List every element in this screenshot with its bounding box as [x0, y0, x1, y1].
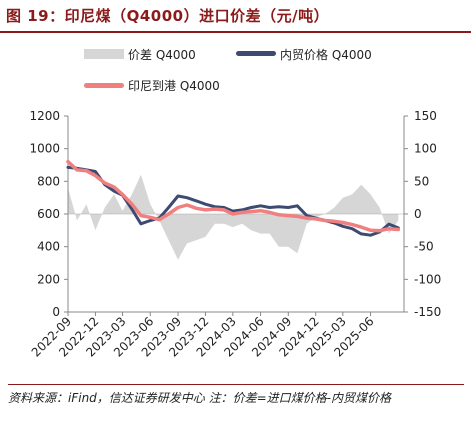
line-indonesia-arrival: [66, 159, 401, 233]
y-right-tick-label: 50: [414, 174, 429, 188]
diff-area: [68, 174, 399, 260]
legend-label-domestic: 内贸价格 Q4000: [280, 48, 372, 62]
y-left-tick-label: 0: [52, 305, 60, 319]
y-left-tick-label: 800: [37, 174, 60, 188]
y-left-tick-label: 1000: [29, 142, 60, 156]
y-right-tick-label: 150: [414, 109, 437, 123]
legend-swatch-indo: [84, 83, 124, 88]
y-right-tick-label: 0: [414, 207, 422, 221]
axes-layer: 0 200 400 600 800 1000 1200 -150 -100 -50 0 50 100 15…: [29, 109, 441, 360]
series-lines-layer: [66, 159, 401, 237]
y-right-tick-label: -100: [414, 272, 441, 286]
diff-area-layer: [68, 174, 399, 260]
legend-swatch-diff: [84, 49, 124, 59]
y-right-tick-label: 100: [414, 142, 437, 156]
y-left-tick-label: 200: [37, 272, 60, 286]
y-right-tick-label: -50: [414, 240, 434, 254]
y-left-tick-label: 1200: [29, 109, 60, 123]
chart-plot: 0 200 400 600 800 1000 1200 -150 -100 -50 0 50 100 15…: [29, 109, 441, 360]
legend-swatch-domestic: [236, 51, 276, 56]
y-right-tick-label: -150: [414, 305, 441, 319]
legend-label-diff: 价差 Q4000: [128, 48, 196, 62]
figure-title: 图 19：印尼煤（Q4000）进口价差（元/吨）: [6, 7, 330, 25]
title-bar: 图 19：印尼煤（Q4000）进口价差（元/吨）: [0, 0, 471, 33]
legend-label-indo: 印尼到港 Q4000: [128, 79, 220, 93]
source-note: 资料来源：iFind，信达证券研发中心 注：价差=进口煤价格-内贸煤价格: [8, 384, 464, 407]
y-left-tick-label: 600: [37, 207, 60, 221]
y-left-tick-label: 400: [37, 240, 60, 254]
